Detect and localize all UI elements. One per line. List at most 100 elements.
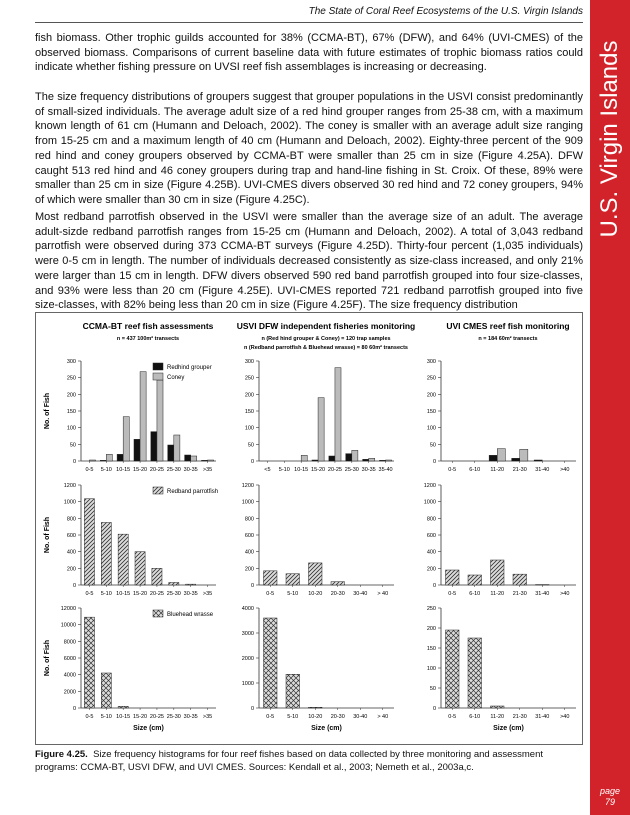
- bar: [207, 459, 214, 462]
- bar: [150, 431, 158, 462]
- bar: [445, 569, 460, 586]
- y-tick-label: 1200: [242, 483, 254, 489]
- x-tick-label: 10-15: [116, 591, 130, 597]
- x-tick-label: 11-20: [490, 714, 504, 720]
- x-tick-label: 31-40: [535, 714, 549, 720]
- x-tick-label: 11-20: [490, 467, 504, 473]
- bar: [308, 707, 323, 709]
- x-tick-label: >35: [203, 467, 212, 473]
- bar: [311, 459, 319, 462]
- x-tick-label: 11-20: [490, 591, 504, 597]
- y-tick-label: 100: [427, 666, 436, 672]
- x-tick-label: 30-40: [353, 591, 367, 597]
- bar: [379, 460, 386, 462]
- y-tick-label: 50: [430, 442, 436, 448]
- bar: [330, 581, 345, 586]
- bar: [328, 455, 336, 462]
- bar: [317, 397, 325, 462]
- y-tick-label: 0: [433, 459, 436, 465]
- y-tick-label: 100: [67, 426, 76, 432]
- column-subtitle: n = 437 100m² transects: [117, 335, 179, 342]
- x-axis-label: Size (cm): [493, 725, 524, 732]
- bar: [185, 583, 196, 586]
- paragraph: fish biomass. Other trophic guilds accou…: [35, 32, 583, 74]
- y-tick-label: 0: [251, 583, 254, 589]
- y-tick-label: 800: [67, 516, 76, 522]
- column-title: CCMA-BT reef fish assessments: [83, 321, 214, 331]
- y-axis-label: No. of Fish: [44, 393, 51, 429]
- x-tick-label: 10-15: [116, 467, 130, 473]
- y-tick-label: 1200: [424, 483, 436, 489]
- y-tick-label: 600: [67, 533, 76, 539]
- y-tick-label: 200: [245, 392, 254, 398]
- bar: [151, 568, 163, 586]
- bar: [116, 454, 124, 462]
- x-tick-label: 20-25: [150, 467, 164, 473]
- bar: [201, 460, 208, 462]
- y-tick-label: 0: [433, 706, 436, 712]
- bar: [263, 570, 278, 586]
- x-tick-label: 0-5: [85, 714, 93, 720]
- x-tick-label: 25-30: [167, 591, 181, 597]
- x-tick-label: 21-30: [513, 591, 527, 597]
- bar: [173, 434, 181, 462]
- y-tick-label: 200: [67, 392, 76, 398]
- column-subtitle: n (Redband parrotfish & Bluehead wrasse)…: [244, 344, 408, 351]
- x-tick-label: 25-30: [345, 467, 359, 473]
- x-tick-label: 10-15: [116, 714, 130, 720]
- y-tick-label: 1000: [242, 500, 254, 506]
- caption-text: Size frequency histograms for four reef …: [35, 749, 544, 773]
- y-tick-label: 250: [427, 376, 436, 382]
- paragraph: The size frequency distributions of grou…: [35, 91, 583, 206]
- x-tick-label: >35: [203, 591, 212, 597]
- y-tick-label: 400: [427, 550, 436, 556]
- figure: CCMA-BT reef fish assessments n = 437 100…: [35, 312, 583, 745]
- x-tick-label: 10-15: [294, 467, 308, 473]
- column-title: USVI DFW independent fisheries monitorin…: [237, 321, 416, 331]
- x-tick-label: 6-10: [469, 714, 480, 720]
- y-tick-label: 600: [427, 533, 436, 539]
- legend-label: Coney: [167, 375, 184, 381]
- y-tick-label: 50: [430, 686, 436, 692]
- bar: [490, 705, 505, 709]
- y-tick-label: 150: [427, 409, 436, 415]
- running-header: The State of Coral Reef Ecosystems of th…: [308, 6, 583, 17]
- x-tick-label: 0-5: [448, 591, 456, 597]
- figure-charts: CCMA-BT reef fish assessments n = 437 100…: [44, 321, 576, 732]
- bar: [99, 460, 107, 462]
- bar: [385, 459, 392, 462]
- y-tick-label: 800: [245, 516, 254, 522]
- x-tick-label: 30-35: [184, 467, 198, 473]
- y-tick-label: 0: [251, 459, 254, 465]
- bar: [362, 459, 369, 462]
- x-tick-label: 30-35: [362, 467, 376, 473]
- x-axis-label: Size (cm): [133, 725, 164, 732]
- x-tick-label: 15-20: [133, 591, 147, 597]
- bar: [511, 458, 520, 462]
- bar: [89, 459, 96, 462]
- x-tick-label: 0-5: [266, 591, 274, 597]
- x-tick-label: 15-20: [311, 467, 325, 473]
- bar: [285, 573, 300, 586]
- y-tick-label: 150: [67, 409, 76, 415]
- y-tick-label: 2000: [242, 656, 254, 662]
- bar: [533, 459, 543, 462]
- y-axis-label: No. of Fish: [44, 517, 51, 553]
- column-subtitle: n (Red hind grouper & Coney) = 120 trap …: [261, 336, 390, 342]
- caption-label: Figure 4.25.: [35, 749, 88, 760]
- x-tick-label: 31-40: [535, 467, 549, 473]
- x-tick-label: >35: [203, 714, 212, 720]
- x-tick-label: 31-40: [535, 591, 549, 597]
- x-tick-label: 15-20: [133, 714, 147, 720]
- bar: [488, 455, 498, 462]
- x-tick-label: 20-30: [331, 591, 345, 597]
- column-subtitle: n = 184 60m² transects: [478, 335, 537, 342]
- bar: [139, 371, 147, 462]
- y-tick-label: 2000: [64, 689, 76, 695]
- x-axis-label: Size (cm): [311, 725, 342, 732]
- y-tick-label: 400: [67, 550, 76, 556]
- x-tick-label: 5-10: [279, 467, 290, 473]
- bar: [134, 551, 146, 586]
- y-tick-label: 8000: [64, 639, 76, 645]
